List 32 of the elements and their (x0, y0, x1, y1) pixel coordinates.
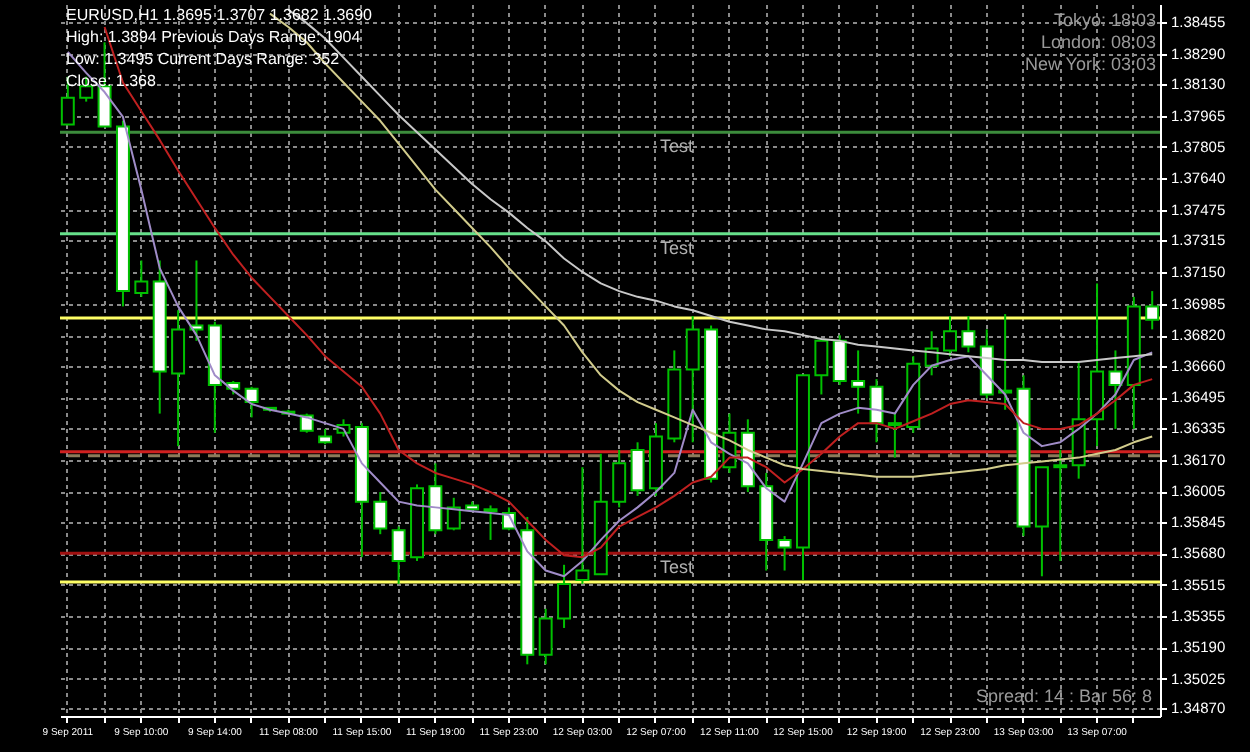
candlestick (1053, 448, 1068, 562)
candlestick (685, 314, 700, 444)
candlestick (777, 535, 792, 572)
candlestick (171, 309, 186, 448)
candlestick (483, 504, 498, 541)
annotation: New York: 03:03 (1024, 54, 1156, 74)
candlestick (575, 466, 590, 585)
ref-line-label: Test (660, 237, 695, 258)
candlestick (373, 491, 388, 536)
candlestick (943, 314, 957, 358)
candlestick (832, 334, 847, 386)
annotation: Tokyo: 18:03 (1053, 10, 1156, 30)
candlestick (961, 314, 976, 354)
candlestick (1108, 349, 1123, 430)
ref-line-label: Test (660, 136, 695, 157)
candlestick (557, 563, 572, 629)
candlestick (851, 349, 866, 415)
candlestick (244, 385, 259, 419)
candlestick (134, 259, 149, 298)
candlestick (538, 607, 553, 666)
candlestick (630, 441, 645, 497)
ref-line-label: Test (660, 557, 695, 578)
candlestick (814, 337, 829, 396)
candlestick (1090, 282, 1105, 448)
candlestick (612, 448, 627, 509)
candlestick (428, 462, 443, 536)
candlestick (979, 328, 994, 400)
candlestick (391, 525, 406, 585)
candlestick (887, 412, 902, 459)
candlestick (446, 496, 461, 532)
annotation: Spread: 14 : Bar 56: 8 (975, 686, 1152, 706)
annotation: London: 08:03 (1040, 32, 1156, 52)
